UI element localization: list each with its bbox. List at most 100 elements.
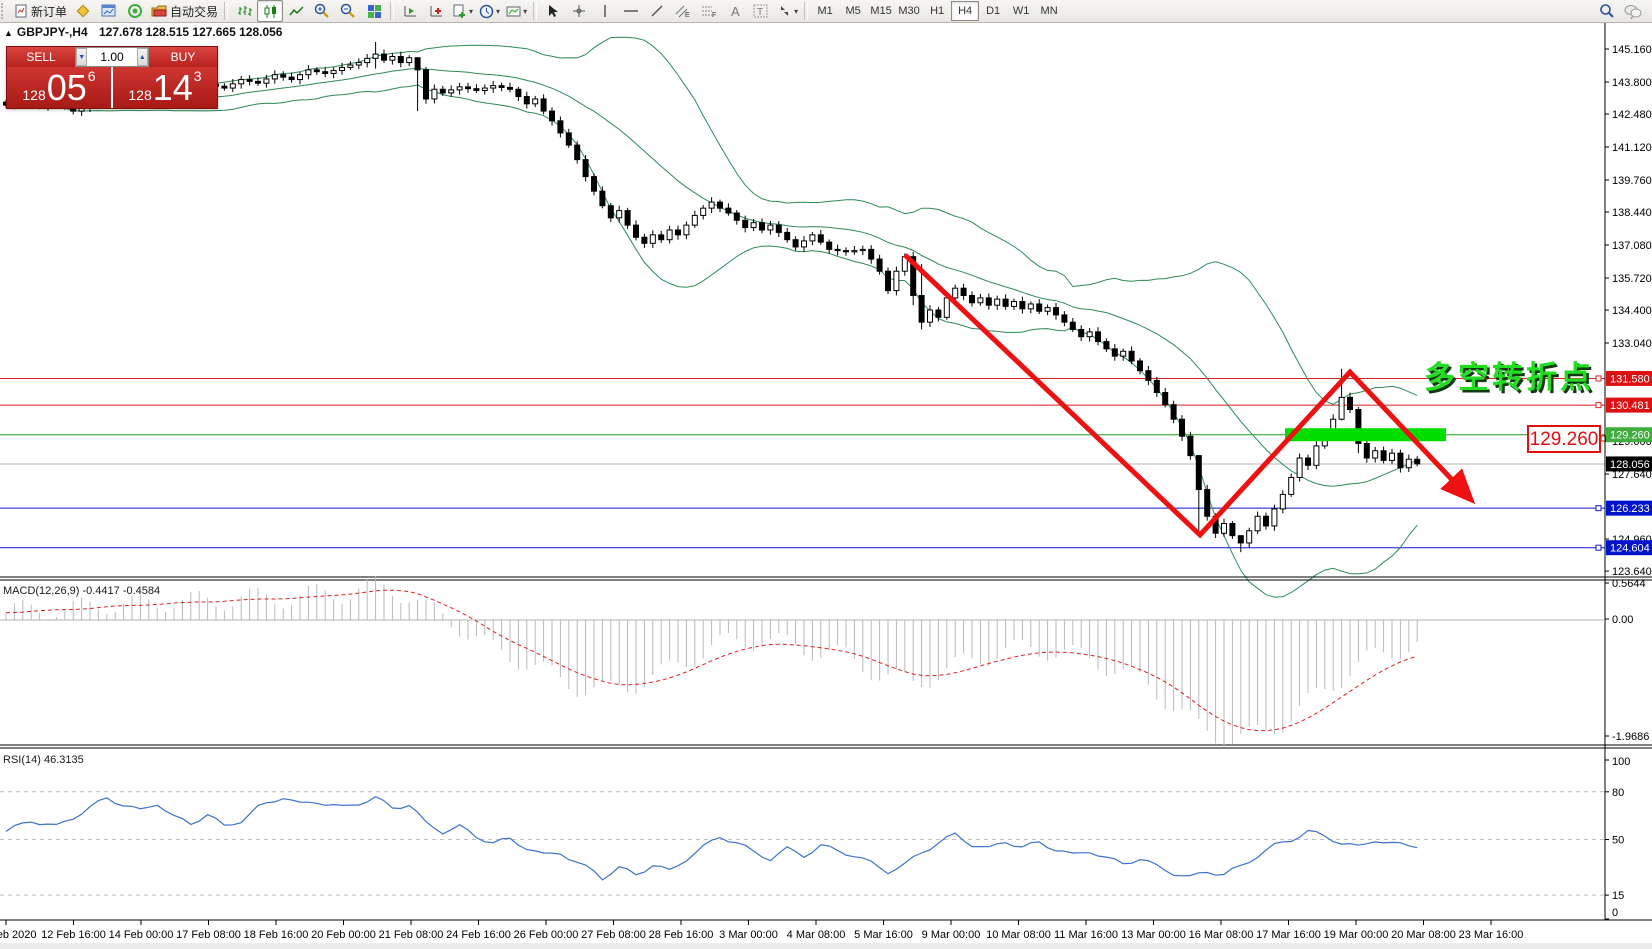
cursor-button[interactable] <box>540 0 566 22</box>
line-chart-button[interactable] <box>283 0 309 22</box>
svg-text:T: T <box>757 7 763 18</box>
bull-candle <box>364 57 371 64</box>
bear-candle <box>733 212 740 221</box>
symbol-info-bar[interactable]: ▲ GBPJPY-,H4 127.678 128.515 127.665 128.… <box>4 25 282 39</box>
sell-price-button[interactable]: 128 05 6 <box>7 67 113 108</box>
tab-timeframe-d1[interactable]: D1 <box>986 5 1001 17</box>
arrows-tool[interactable]: ▾ <box>774 0 801 22</box>
text-label-tool[interactable]: T <box>748 0 774 22</box>
line-handle[interactable] <box>1595 402 1602 409</box>
tab-timeframe-m15[interactable]: M15 <box>870 5 892 17</box>
bear-candle <box>1095 331 1101 343</box>
volume-input[interactable] <box>87 48 137 66</box>
buy-price-button[interactable]: 128 14 3 <box>113 67 217 108</box>
bull-candle <box>1288 476 1295 495</box>
periods-caret-icon: ▾ <box>496 6 501 16</box>
add-indicator-button[interactable] <box>423 0 449 22</box>
bear-candle <box>1204 489 1211 517</box>
trendline-tool[interactable] <box>644 0 670 22</box>
zoom-in-button[interactable] <box>309 0 335 22</box>
price-axis-label: 135.720 <box>1612 273 1652 285</box>
line-handle[interactable] <box>1595 505 1602 512</box>
bull-candle <box>339 66 345 71</box>
sell-button[interactable]: SELL <box>7 47 75 67</box>
periods-button[interactable]: ▾ <box>476 0 503 22</box>
new-chart-button[interactable]: ▾ <box>449 0 476 22</box>
equidistant-channel-icon: E <box>675 5 690 18</box>
text-tool[interactable]: A <box>722 0 748 22</box>
bull-candle <box>801 240 807 248</box>
price-callout-box[interactable] <box>1527 425 1601 453</box>
new-order-button[interactable]: 新订单 <box>11 0 70 22</box>
tab-timeframe-h1[interactable]: H1 <box>930 5 945 17</box>
tab-timeframe-m5[interactable]: M5 <box>845 5 861 17</box>
toolbar-separator <box>224 2 229 20</box>
bear-candle <box>1145 370 1152 381</box>
time-axis-label: 23 Mar 16:00 <box>1459 929 1524 941</box>
market-watch-button[interactable] <box>96 0 122 22</box>
arrows-caret-icon: ▾ <box>794 6 799 16</box>
tab-timeframe-m1[interactable]: M1 <box>817 5 833 17</box>
search-button[interactable] <box>1594 0 1620 22</box>
bear-candle <box>1187 435 1194 457</box>
bull-candle <box>927 309 933 323</box>
bear-candle <box>423 69 429 100</box>
buy-price-sup: 3 <box>193 68 202 84</box>
price-axis-label: 139.760 <box>1612 175 1652 187</box>
tab-timeframe-mn[interactable]: MN <box>1040 5 1058 17</box>
auto-trading-icon <box>151 5 167 17</box>
bear-candle <box>607 205 614 219</box>
bull-candle <box>809 234 816 242</box>
candlestick-chart-button[interactable] <box>257 0 284 22</box>
buy-price-big: 14 <box>152 67 193 108</box>
templates-button[interactable]: ▾ <box>503 0 530 22</box>
buy-button[interactable]: BUY <box>149 47 217 67</box>
cn-annotation-text[interactable]: 多空转折点 <box>1424 360 1594 395</box>
auto-trading-button[interactable]: 自动交易 <box>148 0 221 22</box>
price-axis-label: 142.480 <box>1612 109 1652 121</box>
equidistant-channel-tool[interactable]: E <box>670 0 696 22</box>
bear-candle <box>465 86 471 90</box>
fibonacci-tool[interactable]: F <box>696 0 722 22</box>
bear-candle <box>759 222 765 231</box>
bear-candle <box>960 287 967 296</box>
chat-button[interactable] <box>1620 0 1646 22</box>
navigator-button[interactable] <box>122 0 148 22</box>
vertical-line-tool[interactable] <box>592 0 618 22</box>
rsi-axis-label: 0 <box>1612 907 1618 919</box>
volume-increase-button[interactable]: ▲ <box>136 48 148 66</box>
bear-candle <box>717 201 723 209</box>
volume-decrease-button[interactable]: ▼ <box>76 48 88 66</box>
time-axis-label: 28 Feb 16:00 <box>649 929 714 941</box>
bull-candle <box>1279 493 1286 510</box>
quotes-button[interactable] <box>70 0 96 22</box>
bear-candle <box>868 248 875 260</box>
macd-signal-line <box>5 589 1418 732</box>
green-highlight-zone[interactable] <box>1285 428 1446 442</box>
indicator-list-button[interactable] <box>397 0 423 22</box>
zoom-out-button[interactable] <box>335 0 361 22</box>
line-handle[interactable] <box>1595 544 1602 551</box>
rsi-line <box>5 796 1418 881</box>
candlestick-series <box>3 41 1421 553</box>
bear-candle <box>885 270 891 292</box>
bear-candle <box>969 294 975 304</box>
time-axis-label: 20 Mar 08:00 <box>1391 929 1456 941</box>
crosshair-button[interactable] <box>566 0 592 22</box>
horizontal-line-tool[interactable] <box>618 0 644 22</box>
tile-windows-button[interactable] <box>361 0 387 22</box>
sell-price-big: 05 <box>46 67 87 108</box>
macd-axis-label: 0.5644 <box>1612 578 1646 590</box>
tab-timeframe-m30[interactable]: M30 <box>898 5 920 17</box>
bull-candle <box>943 297 950 318</box>
bull-candle <box>1372 450 1379 459</box>
line-handle[interactable] <box>1595 375 1602 382</box>
tab-timeframe-h4[interactable]: H4 <box>951 1 980 21</box>
trend-zigzag-arrow[interactable] <box>903 253 1476 539</box>
tab-timeframe-w1[interactable]: W1 <box>1012 5 1030 17</box>
price-badge <box>1606 370 1652 386</box>
bar-chart-button[interactable] <box>231 0 257 22</box>
bull-candle <box>238 79 245 85</box>
collapse-triangle-icon: ▲ <box>4 28 13 38</box>
